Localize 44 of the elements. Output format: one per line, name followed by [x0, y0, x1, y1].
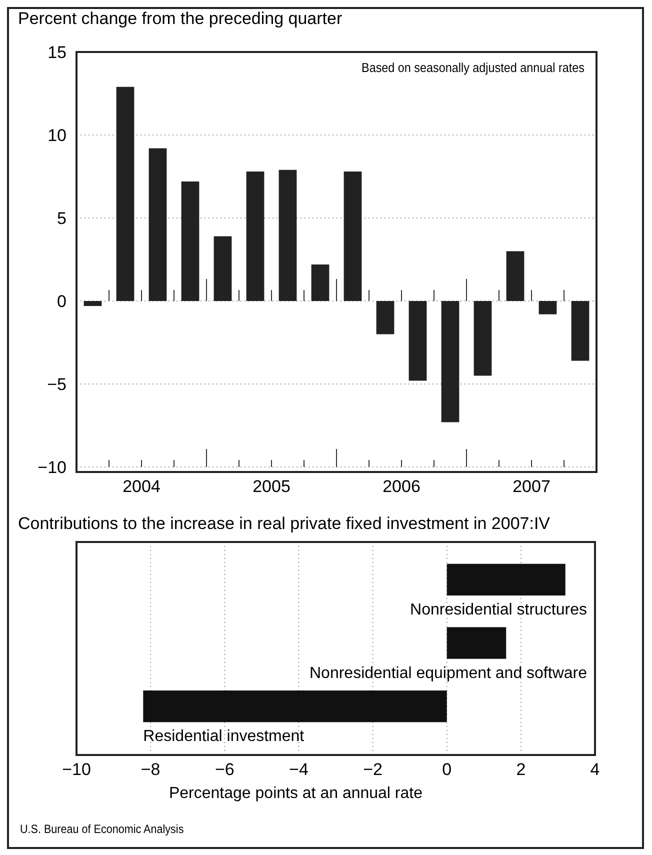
chart-title: Contributions to the increase in real private fixed investment in 2007:IV	[18, 514, 551, 533]
bar	[474, 301, 492, 376]
y-tick-label: 15	[48, 42, 66, 62]
x-tick-label: 2005	[252, 477, 290, 496]
text: U.S. Bureau of Economic Analysis	[20, 824, 184, 836]
bar	[311, 264, 330, 302]
bar	[538, 301, 557, 314]
bar	[143, 690, 447, 722]
annotation: Based on seasonally adjusted annual rates	[362, 60, 584, 76]
y-tick-label: 0	[57, 292, 66, 311]
bar	[246, 172, 264, 302]
x-tick-label: 2006	[382, 477, 420, 496]
x-tick-label: 4	[590, 760, 600, 779]
bar	[181, 181, 200, 302]
bar	[116, 86, 134, 302]
bar	[506, 251, 524, 302]
x-tick-label: −8	[140, 760, 160, 779]
bar	[446, 564, 566, 596]
y-tick-label: −5	[47, 374, 66, 394]
bar	[441, 301, 460, 422]
y-tick-label: Residential investment	[143, 728, 305, 746]
x-tick-label: −6	[214, 760, 234, 779]
bar	[571, 301, 590, 361]
x-tick-label: 2007	[512, 477, 550, 496]
x-tick-label: 0	[442, 760, 452, 779]
x-axis-title: Percentage points at an annual rate	[168, 785, 423, 802]
y-tick-label: Nonresidential equipment and software	[310, 664, 588, 682]
bar	[278, 170, 297, 302]
x-tick-label: −2	[363, 760, 382, 779]
bar	[84, 301, 102, 306]
bar	[408, 301, 427, 381]
bar	[148, 148, 167, 302]
bar	[344, 172, 362, 302]
chart-title: Percent change from the preceding quarter	[18, 9, 342, 28]
x-tick-label: −4	[289, 760, 308, 779]
bar	[376, 301, 394, 334]
y-tick-label: 5	[57, 208, 66, 228]
y-tick-label: 10	[48, 126, 66, 145]
x-tick-label: 2004	[122, 477, 160, 496]
y-tick-label: Nonresidential structures	[410, 602, 587, 618]
bar	[446, 627, 506, 659]
y-tick-label: −10	[38, 458, 66, 477]
x-tick-label: 2	[516, 760, 526, 779]
bar	[214, 236, 232, 302]
